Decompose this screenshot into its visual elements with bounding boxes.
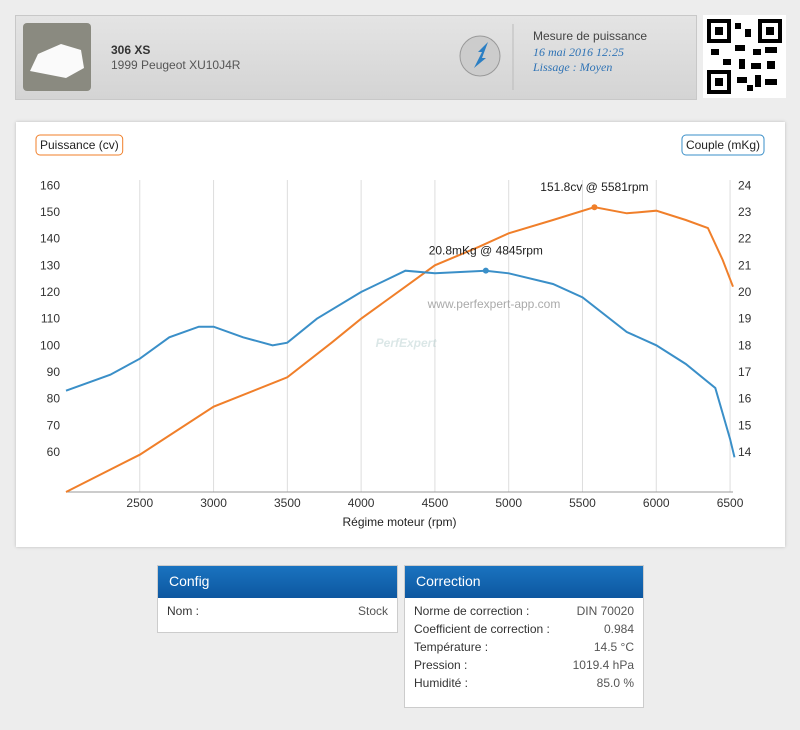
correction-title: Correction (405, 566, 643, 598)
y-tick-label: 100 (40, 338, 60, 352)
x-tick-label: 3000 (200, 496, 227, 510)
y-tick-label: 160 (40, 178, 60, 192)
y-tick-label: 110 (41, 312, 60, 326)
value: 1019.4 hPa (572, 658, 634, 672)
car-subtitle: 1999 Peugeot XU10J4R (111, 58, 241, 72)
plot-area (66, 180, 733, 492)
logo-bolt (474, 42, 488, 68)
value: Stock (357, 604, 388, 618)
x-tick-label: 6000 (643, 496, 670, 510)
row: Pression : 1019.4 hPa (405, 656, 643, 674)
qr-code (703, 15, 786, 98)
row: Température : 14.5 °C (405, 638, 643, 656)
y-tick-label: 60 (47, 445, 61, 459)
y2-tick-label: 14 (738, 445, 752, 459)
y2-tick-label: 22 (738, 232, 752, 246)
config-box: Config Nom : Stock (157, 565, 398, 633)
row: Humidité : 85.0 % (405, 674, 643, 692)
label: Norme de correction : (414, 604, 530, 618)
x-tick-label: 5000 (495, 496, 522, 510)
label: Température : (414, 640, 489, 654)
date: 16 mai 2016 12:25 (533, 45, 624, 59)
header: 306 XS 1999 Peugeot XU10J4R Mesure de pu… (15, 15, 697, 100)
row: Nom : Stock (158, 602, 397, 620)
label: Nom : (167, 604, 200, 618)
correction-table: Norme de correction : DIN 70020 Coefficien… (405, 602, 643, 692)
x-tick-label: 5500 (569, 496, 596, 510)
x-tick-label: 4500 (422, 496, 449, 510)
x-tick-label: 2500 (126, 496, 153, 510)
value: 14.5 °C (593, 640, 634, 654)
label: Humidité : (414, 676, 469, 690)
watermark-url: www.perfexpert-app.com (427, 297, 561, 311)
annotation: 151.8cv @ 5581rpm (540, 180, 648, 194)
y-tick-label: 70 (47, 418, 61, 432)
x-tick-label: 6500 (717, 496, 744, 510)
config-title: Config (158, 566, 397, 598)
header-graphics: 306 XS 1999 Peugeot XU10J4R Mesure de pu… (23, 23, 647, 91)
correction-box: Correction Norme de correction : DIN 7002… (404, 565, 644, 708)
y2-tick-label: 23 (738, 205, 752, 219)
value: 0.984 (603, 622, 634, 636)
row: Coefficient de correction : 0.984 (405, 620, 643, 638)
car-title: 306 XS (111, 43, 150, 57)
watermark: PerfExpert (376, 336, 438, 350)
y2-tick-label: 21 (738, 258, 752, 272)
axis-title-box (35, 134, 124, 156)
y2-tick-label: 17 (738, 365, 752, 379)
axis-title: Puissance (cv) (40, 138, 119, 152)
x-tick-label: 3500 (274, 496, 301, 510)
y-tick-label: 130 (40, 258, 60, 272)
chart-panel: 2500 3000 3500 4000 4500 5000 5500 6000 6500 60 70… (16, 122, 785, 547)
y2-tick-label: 20 (738, 285, 752, 299)
x-axis-title: Régime moteur (rpm) (342, 515, 456, 529)
y-tick-label: 90 (47, 365, 61, 379)
y2-tick-label: 15 (738, 418, 752, 432)
y2-tick-label: 19 (738, 312, 752, 326)
y2-tick-label: 18 (738, 338, 752, 352)
y-tick-label: 150 (40, 205, 60, 219)
label: Coefficient de correction : (414, 622, 550, 636)
line-series (65, 269, 736, 458)
chart: 2500 3000 3500 4000 4500 5000 5500 6000 6500 60 70… (35, 134, 765, 529)
y-tick-label: 80 (47, 392, 61, 406)
peak-marker (482, 267, 489, 274)
y-tick-label: 120 (40, 285, 60, 299)
line-series (65, 206, 734, 493)
value: DIN 70020 (576, 604, 634, 618)
x-tick-label: 4000 (348, 496, 375, 510)
y-tick-label: 140 (40, 232, 60, 246)
axis-title-box (681, 134, 765, 156)
config-table: Nom : Stock (158, 602, 397, 620)
peak-marker (591, 204, 598, 211)
y2-tick-label: 16 (738, 392, 752, 406)
measure-title: Mesure de puissance (533, 29, 647, 43)
axis-title: Couple (mKg) (686, 138, 760, 152)
value: 85.0 % (596, 676, 634, 690)
label: Pression : (414, 658, 468, 672)
row: Norme de correction : DIN 70020 (405, 602, 643, 620)
car-shape (30, 44, 84, 78)
smoothing: Lissage : Moyen (532, 60, 612, 74)
y2-tick-label: 24 (738, 178, 752, 192)
annotation: 20.8mKg @ 4845rpm (429, 244, 543, 258)
